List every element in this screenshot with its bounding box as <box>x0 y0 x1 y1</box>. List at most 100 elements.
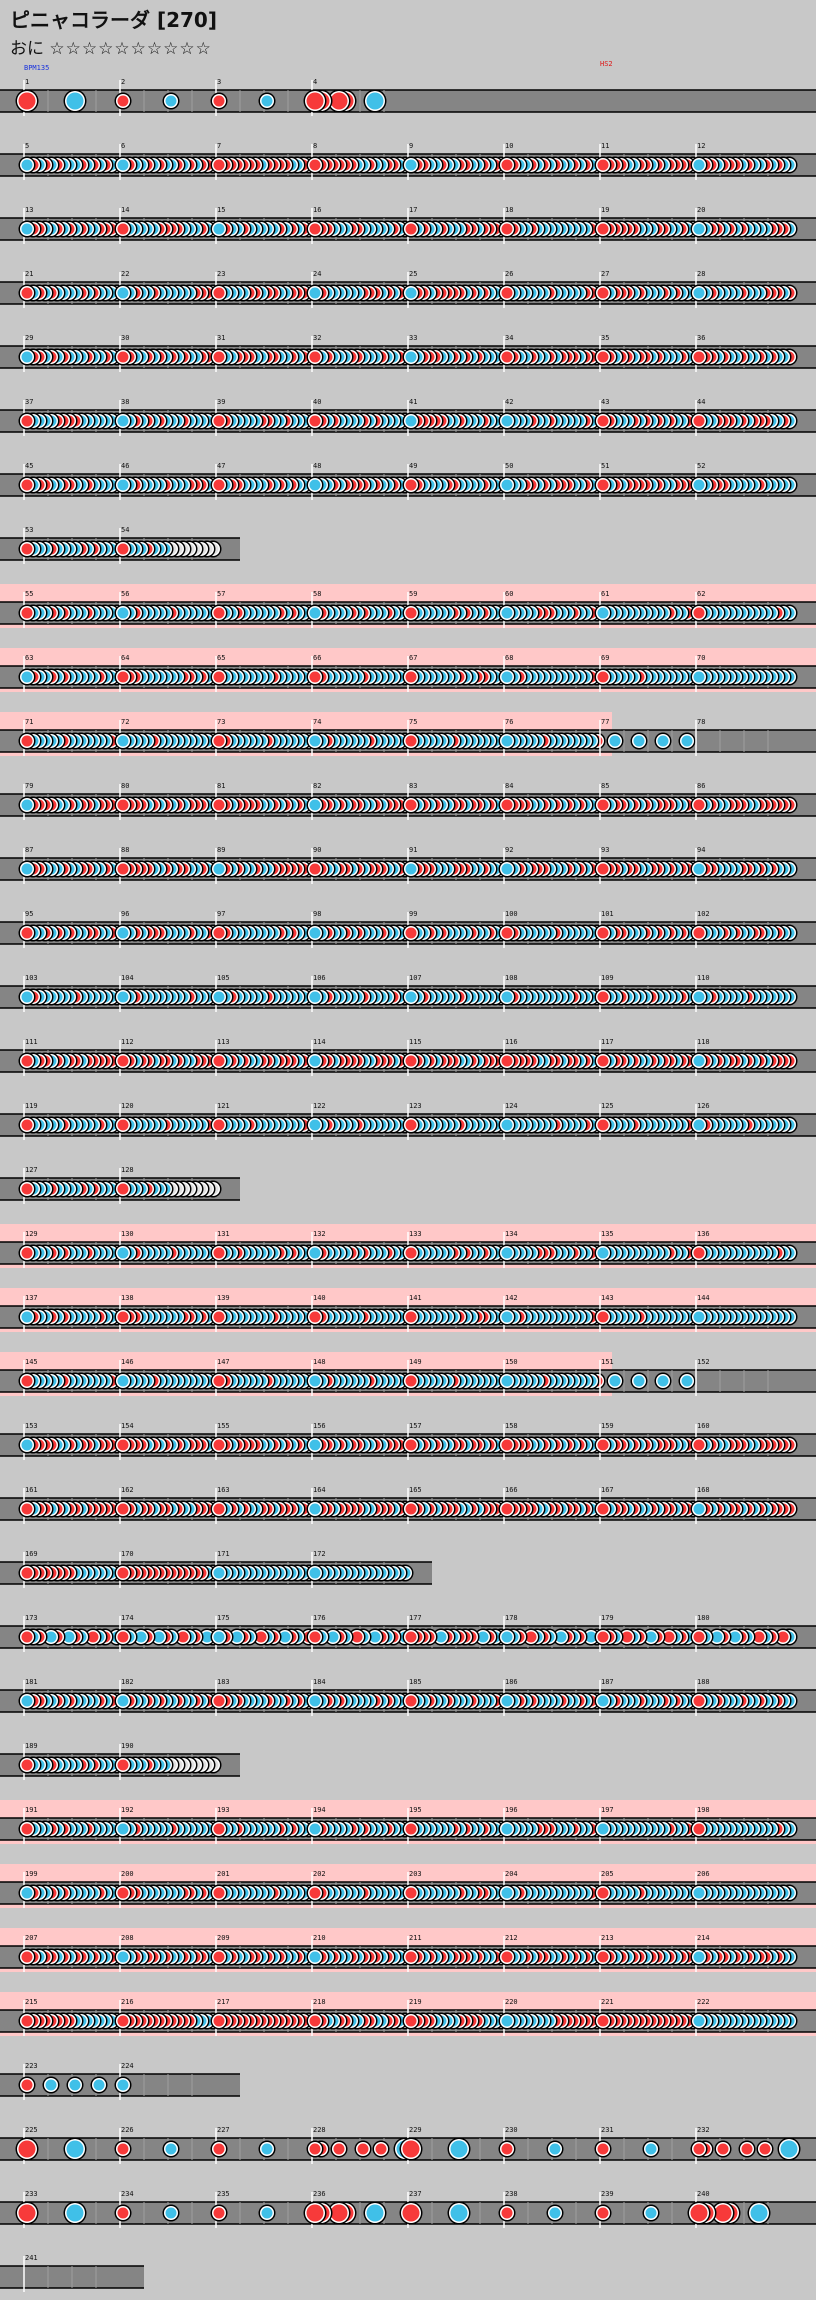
don-note <box>22 608 33 619</box>
measure-number: 88 <box>121 846 129 854</box>
measure-number: 47 <box>217 462 225 470</box>
measure-number: 72 <box>121 718 129 726</box>
measure-number: 63 <box>25 654 33 662</box>
measure-number: 91 <box>409 846 417 854</box>
measure-number: 87 <box>25 846 33 854</box>
measure-number: 93 <box>601 846 609 854</box>
measure-number: 24 <box>313 270 321 278</box>
measure-number: 58 <box>313 590 321 598</box>
ka-note <box>682 736 693 747</box>
don-note <box>22 416 33 427</box>
don-note <box>406 800 417 811</box>
don-note <box>214 416 225 427</box>
ka-note <box>310 608 321 619</box>
measure-number: 20 <box>697 206 705 214</box>
ka-note <box>502 864 513 875</box>
measure-number: 54 <box>121 526 129 534</box>
ka-note <box>214 864 225 875</box>
ka-note <box>118 416 129 427</box>
ka-note <box>406 352 417 363</box>
measure-number: 45 <box>25 462 33 470</box>
don-note <box>214 160 225 171</box>
measure-number: 86 <box>697 782 705 790</box>
measure-number: 18 <box>505 206 513 214</box>
don-note <box>310 672 321 683</box>
ka-note <box>502 672 513 683</box>
don-note <box>310 864 321 875</box>
measure-number: 36 <box>697 334 705 342</box>
don-note <box>598 288 609 299</box>
ka-note <box>406 864 417 875</box>
measure-number: 52 <box>697 462 705 470</box>
measure-number: 32 <box>313 334 321 342</box>
measure-number: 68 <box>505 654 513 662</box>
measure-number: 95 <box>25 910 33 918</box>
don-note <box>502 800 513 811</box>
big-don-note <box>331 93 348 110</box>
measure-number: 59 <box>409 590 417 598</box>
ka-note <box>22 672 33 683</box>
don-note <box>118 96 129 107</box>
ka-note <box>310 288 321 299</box>
measure-number: 96 <box>121 910 129 918</box>
measure-number: 13 <box>25 206 33 214</box>
measure-number: 90 <box>313 846 321 854</box>
ka-note <box>694 480 705 491</box>
don-note <box>502 288 513 299</box>
measure-number: 57 <box>217 590 225 598</box>
ka-note <box>502 416 513 427</box>
measure-number: 64 <box>121 654 129 662</box>
measure-number: 28 <box>697 270 705 278</box>
measure-number: 84 <box>505 782 513 790</box>
measure-number: 43 <box>601 398 609 406</box>
measure-number: 51 <box>601 462 609 470</box>
measure-number: 10 <box>505 142 513 150</box>
measure-number: 69 <box>601 654 609 662</box>
ka-note <box>598 608 609 619</box>
ka-note <box>634 736 645 747</box>
big-ka-note <box>367 93 384 110</box>
don-note <box>118 544 129 555</box>
don-note <box>502 352 513 363</box>
ka-note <box>406 288 417 299</box>
don-note <box>214 928 225 939</box>
don-note <box>598 160 609 171</box>
don-note <box>214 288 225 299</box>
measure-number: 14 <box>121 206 129 214</box>
measure-number: 55 <box>25 590 33 598</box>
measure-number: 83 <box>409 782 417 790</box>
don-note <box>598 224 609 235</box>
don-note <box>214 352 225 363</box>
measure-number: 76 <box>505 718 513 726</box>
measure-number: 25 <box>409 270 417 278</box>
measure-number: 46 <box>121 462 129 470</box>
measure-number: 49 <box>409 462 417 470</box>
ka-note <box>694 288 705 299</box>
ka-note <box>694 160 705 171</box>
measure-number: 80 <box>121 782 129 790</box>
measure-number: 70 <box>697 654 705 662</box>
ka-note <box>310 736 321 747</box>
measure-number: 79 <box>25 782 33 790</box>
don-note <box>406 608 417 619</box>
ka-note <box>118 928 129 939</box>
measure-number: 21 <box>25 270 33 278</box>
measure-number: 22 <box>121 270 129 278</box>
measure-number: 31 <box>217 334 225 342</box>
measure-number: 85 <box>601 782 609 790</box>
measure-number: 17 <box>409 206 417 214</box>
